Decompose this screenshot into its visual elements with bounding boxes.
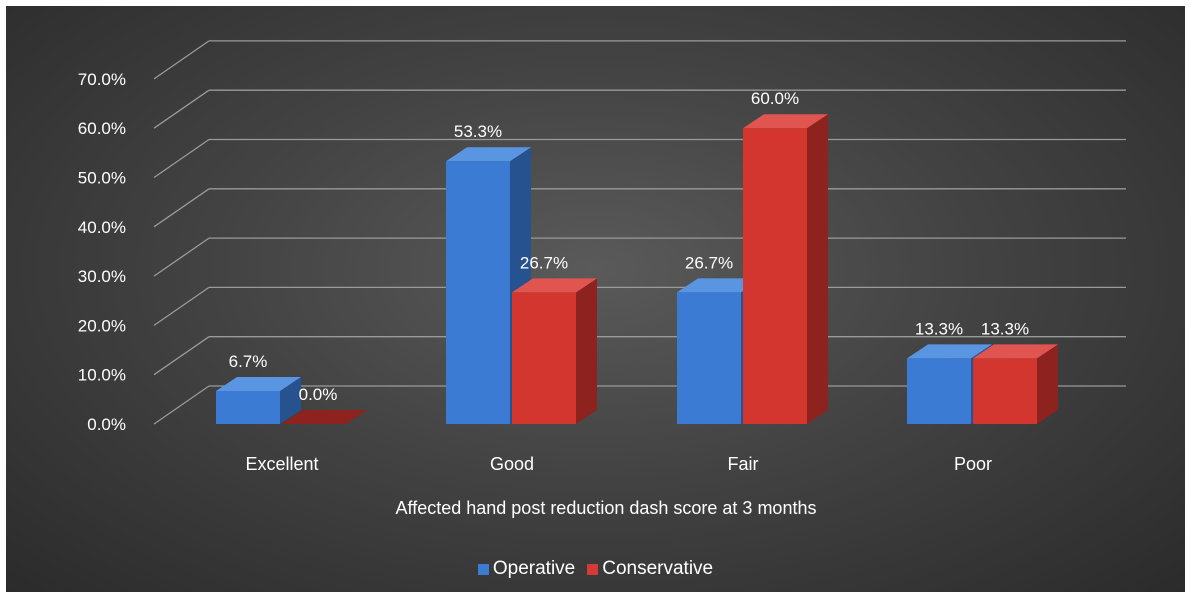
bar-front — [907, 358, 971, 424]
y-tick-label: 10.0% — [78, 366, 126, 385]
data-label: 53.3% — [454, 122, 502, 141]
bar-top — [446, 147, 531, 162]
bar-operative-good — [446, 147, 531, 424]
gridline-diagonal — [153, 286, 210, 326]
x-tick-label: Fair — [728, 454, 759, 474]
gridline-diagonal — [153, 40, 210, 80]
bar-front — [743, 128, 807, 424]
legend-item-operative: Operative — [477, 558, 576, 580]
bar-top — [677, 278, 762, 293]
x-axis-title: Affected hand post reduction dash score … — [396, 498, 817, 518]
x-tick-label: Excellent — [245, 454, 318, 474]
gridline-diagonal — [153, 89, 210, 129]
y-tick-label: 40.0% — [78, 218, 126, 237]
bar-top — [512, 278, 597, 293]
legend-swatch — [587, 563, 599, 575]
bar-operative-excellent — [216, 376, 301, 424]
bar-side — [576, 278, 597, 424]
x-axis-categories: Excellent Good Fair Poor — [245, 454, 992, 474]
x-tick-label: Good — [490, 454, 534, 474]
legend: Operative Conservative — [6, 558, 1185, 581]
y-tick-label: 20.0% — [78, 316, 126, 335]
bars — [216, 114, 1058, 424]
y-tick-label: 60.0% — [78, 119, 126, 138]
bar-front — [677, 292, 741, 424]
data-label: 13.3% — [915, 319, 963, 338]
data-labels: 6.7% 0.0% 53.3% 26.7% 26.7% 60.0% 13.3% 13.3% — [229, 89, 1029, 404]
bar-conservative-excellent — [282, 410, 367, 424]
gridline-diagonal — [153, 385, 210, 425]
bar-conservative-good — [512, 278, 597, 424]
legend-label: Operative — [492, 558, 576, 579]
data-label: 0.0% — [299, 385, 338, 404]
legend-swatch — [477, 563, 489, 575]
bar-top — [907, 344, 992, 359]
bar-front — [446, 161, 510, 424]
data-label: 6.7% — [229, 352, 268, 371]
bar-side — [807, 114, 828, 424]
legend-label: Conservative — [602, 558, 714, 579]
y-tick-label: 70.0% — [78, 70, 126, 89]
bar-side — [1037, 344, 1058, 424]
x-tick-label: Poor — [954, 454, 992, 474]
data-label: 26.7% — [520, 253, 568, 272]
bar-front — [512, 292, 576, 424]
bar-top — [973, 344, 1058, 359]
bar-conservative-fair — [743, 114, 828, 424]
gridline-diagonal — [153, 188, 210, 228]
bar-side — [280, 376, 301, 424]
data-label: 60.0% — [751, 89, 799, 108]
gridlines — [153, 40, 1126, 425]
gridline-diagonal — [153, 237, 210, 277]
data-label: 13.3% — [981, 319, 1029, 338]
chart-svg: 0.0%10.0%20.0%30.0%40.0%50.0%60.0%70.0% … — [78, 40, 1126, 518]
legend-item-conservative: Conservative — [587, 558, 713, 580]
gridline-diagonal — [153, 336, 210, 376]
y-axis-ticks: 0.0% 10.0% 20.0% 30.0% 40.0% 50.0% 60.0% 70.0% — [78, 70, 126, 434]
gridline-diagonal — [153, 138, 210, 179]
bar-front — [973, 358, 1037, 424]
data-label: 26.7% — [685, 253, 733, 272]
bar-top — [216, 376, 301, 391]
y-tick-label: 50.0% — [78, 169, 126, 188]
chart-area: 0.0% 10.0% 20.0% 30.0% 40.0% 50.0% 60.0% 70.0% … — [6, 6, 1185, 592]
bar-front — [216, 390, 280, 424]
y-tick-label: 0.0% — [87, 415, 126, 434]
bar-top — [743, 114, 828, 129]
y-tick-label: 30.0% — [78, 267, 126, 286]
bar-flat — [282, 410, 367, 424]
bar-conservative-poor — [973, 344, 1058, 424]
